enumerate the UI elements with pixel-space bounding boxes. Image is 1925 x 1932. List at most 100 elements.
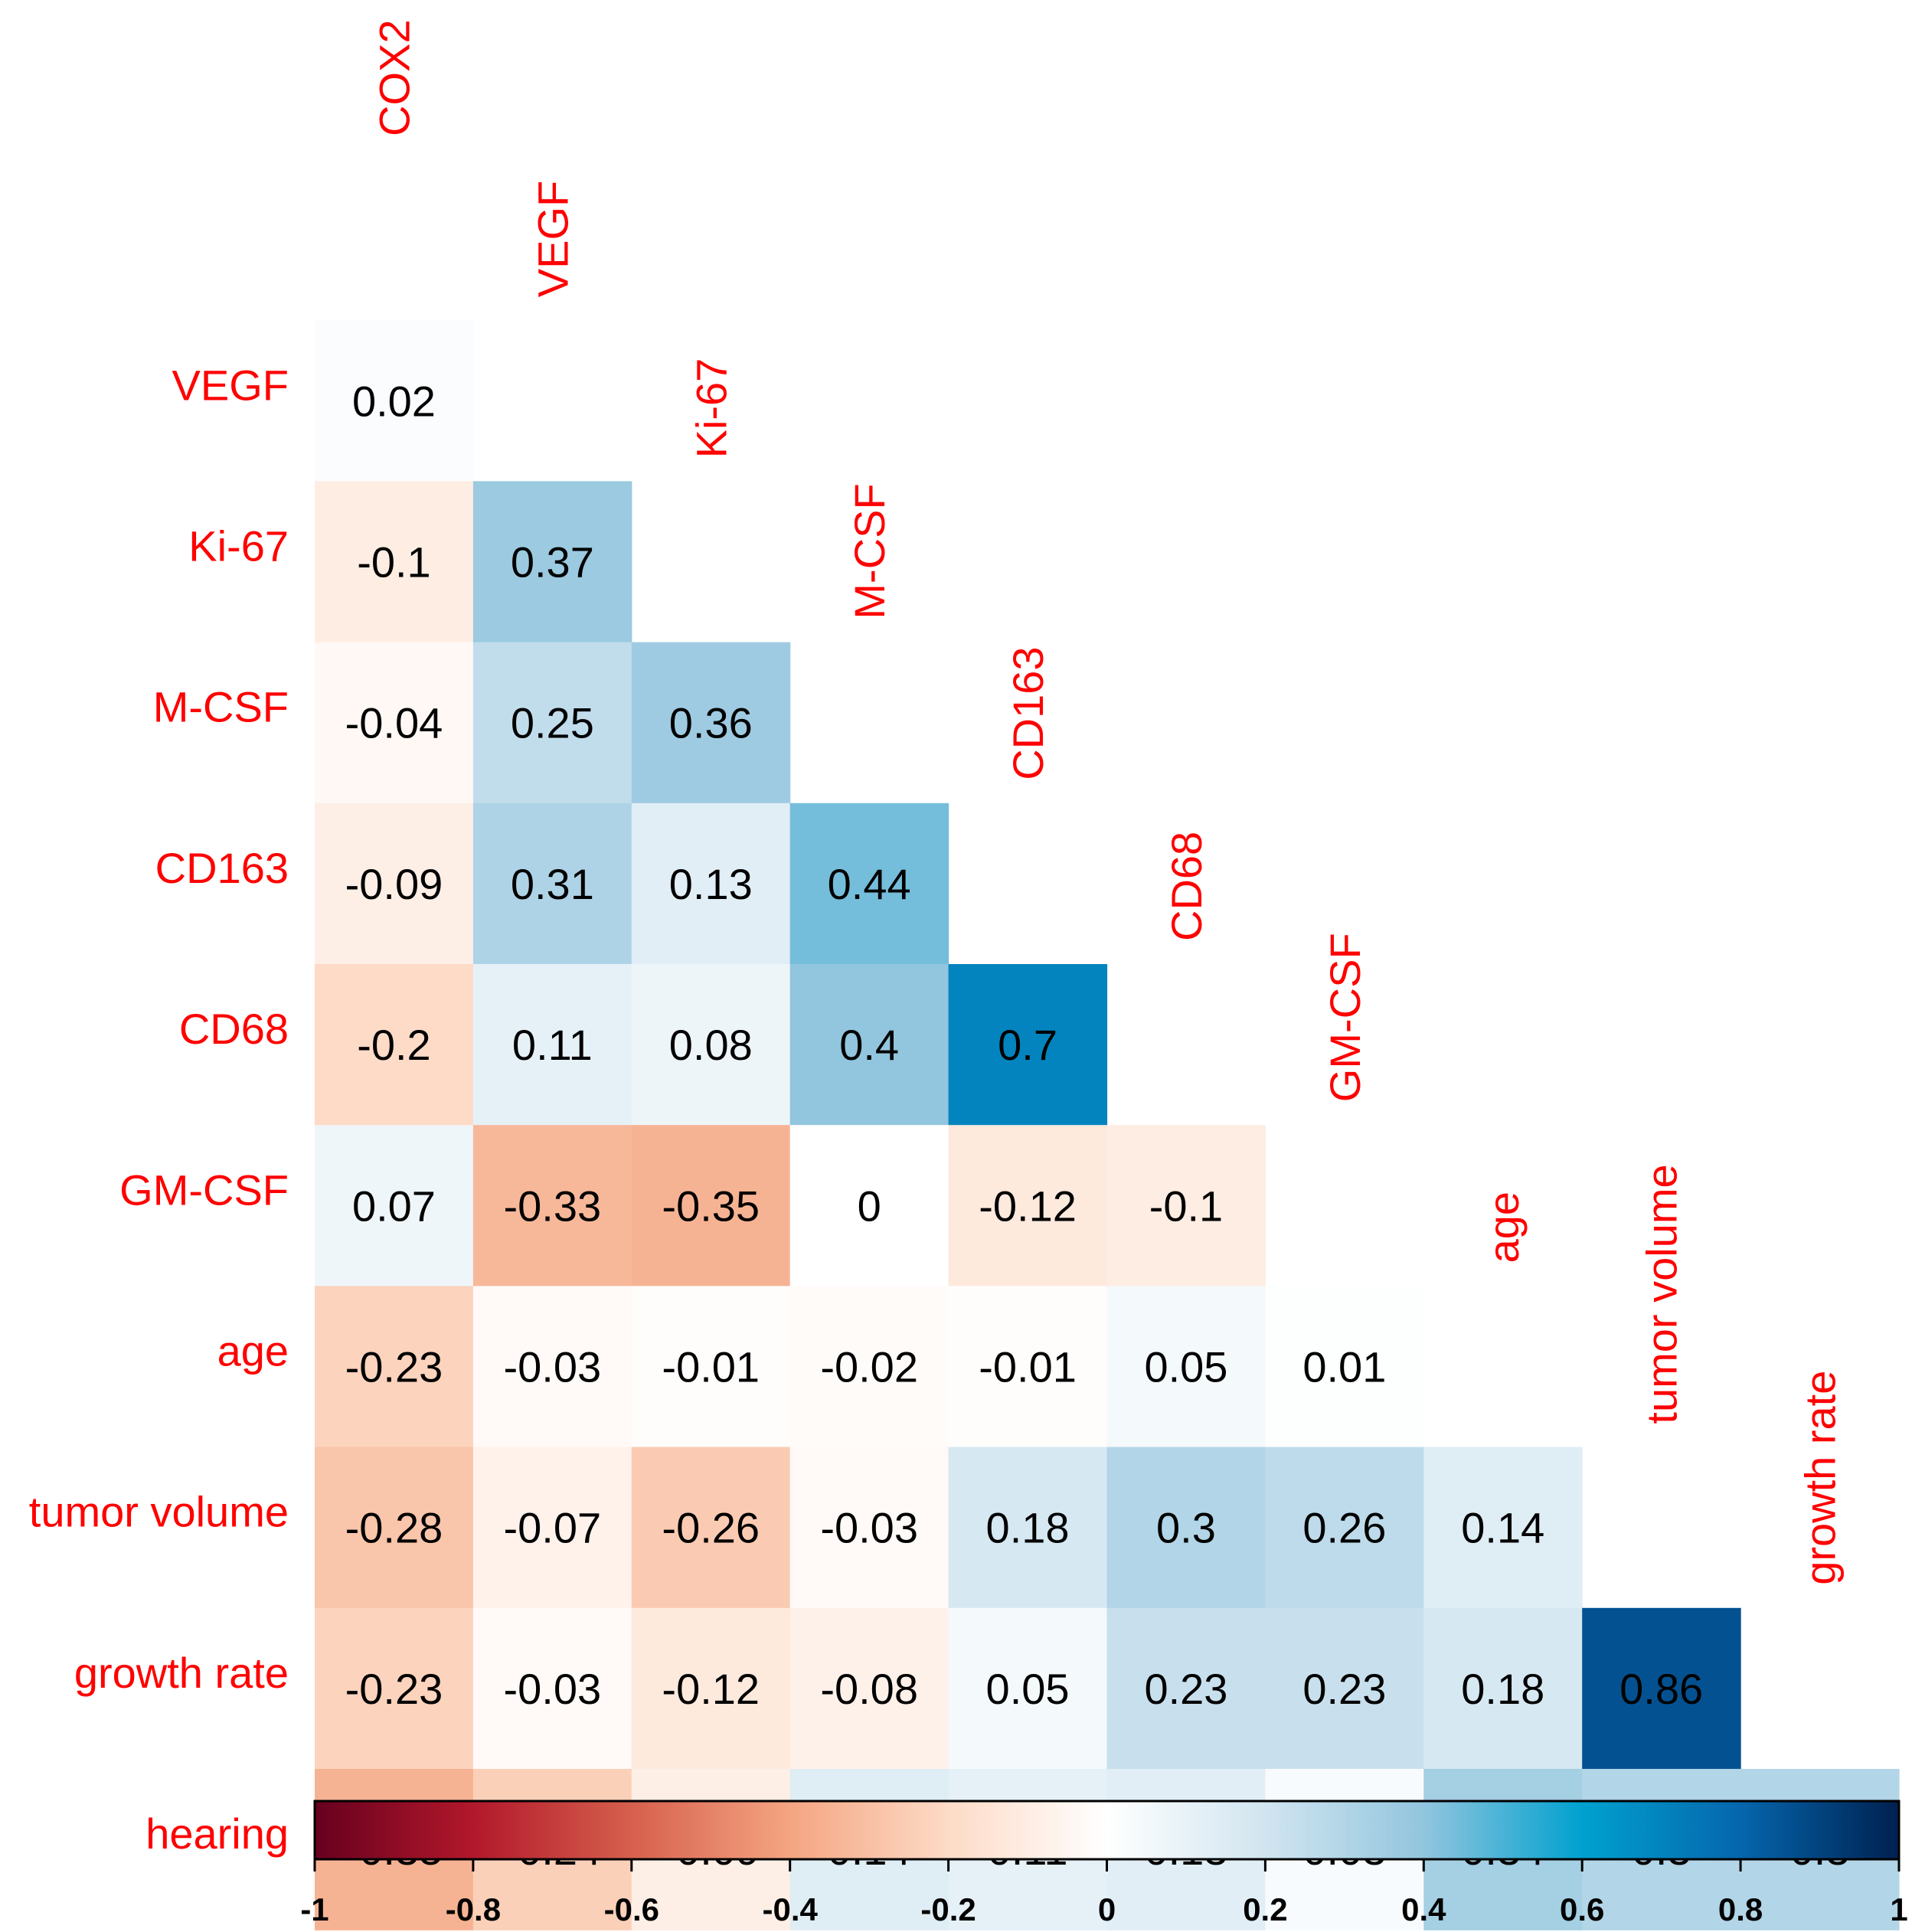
- cell-value: 0.07: [352, 1182, 436, 1230]
- cell-fill: [948, 1447, 1108, 1609]
- cell-fill: [1106, 1607, 1266, 1770]
- cell-value: 0.08: [669, 1021, 753, 1069]
- cell-value: 0.18: [1461, 1665, 1544, 1713]
- cell-gm-csf-m-csf: 0: [789, 1125, 949, 1286]
- cell-tumor-volume-cd68: 0.3: [1106, 1447, 1266, 1609]
- row-label-cd68: CD68: [179, 1005, 289, 1053]
- colorbar-tick-label: 1: [1890, 1891, 1907, 1927]
- cell-cd163-ki-67: 0.13: [631, 803, 791, 965]
- cell-value: 0.02: [352, 377, 436, 425]
- cell-value: 0.23: [1144, 1665, 1227, 1713]
- cell-fill: [948, 1286, 1108, 1448]
- col-label-growth-rate: growth rate: [1796, 1371, 1845, 1585]
- col-label-tumor-volume: tumor volume: [1638, 1164, 1686, 1424]
- cell-gm-csf-cd163: -0.12: [948, 1125, 1108, 1286]
- row-label-vegf: VEGF: [172, 361, 289, 409]
- cell-value: -0.03: [820, 1504, 918, 1552]
- cell-fill: [789, 1447, 949, 1609]
- colorbar-gradient: [313, 1800, 1900, 1861]
- cell-fill: [1106, 1447, 1266, 1609]
- col-label-vegf: VEGF: [528, 181, 577, 297]
- cell-value: -0.03: [504, 1343, 602, 1391]
- cell-tumor-volume-age: 0.14: [1423, 1447, 1583, 1609]
- cell-growth-rate-tumor-volume: 0.86: [1582, 1607, 1741, 1770]
- cell-value: -0.08: [820, 1665, 918, 1713]
- cell-growth-rate-cd163: 0.05: [948, 1607, 1108, 1770]
- colorbar-ticks: -1 -0.8 -0.6 -0.4 -0.2 0 0.2 0.4 0.6 0.8 1: [300, 1859, 1908, 1927]
- cell-fill: [315, 642, 474, 804]
- cell-fill: [1423, 1607, 1583, 1770]
- colorbar-tick-label: 0.6: [1560, 1891, 1604, 1927]
- row-label-tumor-volume: tumor volume: [29, 1488, 289, 1536]
- cell-tumor-volume-vegf: -0.07: [472, 1447, 632, 1609]
- cell-tumor-volume-m-csf: -0.03: [789, 1447, 949, 1609]
- cell-value: -0.23: [345, 1665, 443, 1713]
- cell-value: -0.12: [662, 1665, 760, 1713]
- cell-fill: [472, 1607, 632, 1770]
- cell-value: 0.26: [1302, 1504, 1386, 1552]
- cell-value: -0.04: [345, 699, 443, 747]
- cell-fill: [1265, 1607, 1424, 1770]
- col-label-ki-67: Ki-67: [687, 358, 735, 459]
- col-label-gm-csf: GM-CSF: [1321, 933, 1369, 1102]
- cell-cd68-cd163: 0.7: [948, 964, 1108, 1126]
- cell-value: -0.03: [504, 1665, 602, 1713]
- cell-fill: [631, 1125, 791, 1286]
- cell-fill: [472, 1286, 632, 1448]
- cell-value: 0.13: [669, 860, 753, 908]
- cell-ki-67-cox2: -0.1: [315, 481, 474, 643]
- colorbar: [313, 1800, 1900, 1861]
- cell-fill: [1265, 1286, 1424, 1448]
- colorbar-tick-label: 0.8: [1718, 1891, 1763, 1927]
- cell-age-cd68: 0.05: [1106, 1286, 1266, 1448]
- cell-fill: [1582, 1607, 1741, 1770]
- cell-value: 0.23: [1302, 1665, 1386, 1713]
- cell-age-m-csf: -0.02: [789, 1286, 949, 1448]
- cell-tumor-volume-ki-67: -0.26: [631, 1447, 791, 1609]
- cell-value: -0.28: [345, 1504, 443, 1552]
- row-label-cd163: CD163: [155, 844, 289, 892]
- cell-cd68-vegf: 0.11: [472, 964, 632, 1126]
- cell-fill: [315, 320, 474, 482]
- cell-value: -0.33: [504, 1182, 602, 1230]
- cell-cd68-m-csf: 0.4: [789, 964, 949, 1126]
- cell-fill: [315, 1447, 474, 1609]
- cell-fill: [1106, 1125, 1266, 1286]
- cell-value: 0.86: [1619, 1665, 1703, 1713]
- colorbar-tick-label: 0.2: [1243, 1891, 1287, 1927]
- cell-value: 0.18: [986, 1504, 1070, 1552]
- cell-fill: [948, 964, 1108, 1126]
- cell-value: -0.1: [357, 538, 431, 587]
- cell-growth-rate-age: 0.18: [1423, 1607, 1583, 1770]
- cell-fill: [789, 803, 949, 965]
- cell-cd163-m-csf: 0.44: [789, 803, 949, 965]
- row-label-ki-67: Ki-67: [188, 522, 289, 570]
- cell-value: -0.02: [820, 1343, 918, 1391]
- row-label-m-csf: M-CSF: [153, 683, 289, 731]
- cell-age-cd163: -0.01: [948, 1286, 1108, 1448]
- cell-value: 0.14: [1461, 1504, 1544, 1552]
- cell-fill: [472, 964, 632, 1126]
- cell-gm-csf-cox2: 0.07: [315, 1125, 474, 1286]
- row-label-growth-rate: growth rate: [74, 1649, 289, 1697]
- cell-fill: [1423, 1447, 1583, 1609]
- cell-value: 0.7: [998, 1021, 1057, 1069]
- column-labels: COX2 VEGF Ki-67 M-CSF CD163 CD68 GM-CSF age tumo…: [370, 20, 1845, 1585]
- heatmap-cells: 0.02 -0.1 0.37 -0.04 0.25 0.36 -0.09 0.31 0.13 0.…: [315, 320, 1900, 1930]
- cell-cd163-vegf: 0.31: [472, 803, 632, 965]
- col-label-cd163: CD163: [1004, 646, 1052, 780]
- colorbar-tick-label: -0.6: [604, 1891, 659, 1927]
- cell-fill: [315, 1125, 474, 1286]
- cell-age-cox2: -0.23: [315, 1286, 474, 1448]
- cell-value: -0.35: [662, 1182, 760, 1230]
- row-label-gm-csf: GM-CSF: [119, 1165, 289, 1214]
- cell-fill: [472, 1125, 632, 1286]
- cell-fill: [631, 1447, 791, 1609]
- cell-fill: [472, 803, 632, 965]
- cell-value: 0.05: [1144, 1343, 1227, 1391]
- cell-value: -0.26: [662, 1504, 760, 1552]
- cell-fill: [631, 1607, 791, 1770]
- cell-value: -0.09: [345, 860, 443, 908]
- cell-value: -0.23: [345, 1343, 443, 1391]
